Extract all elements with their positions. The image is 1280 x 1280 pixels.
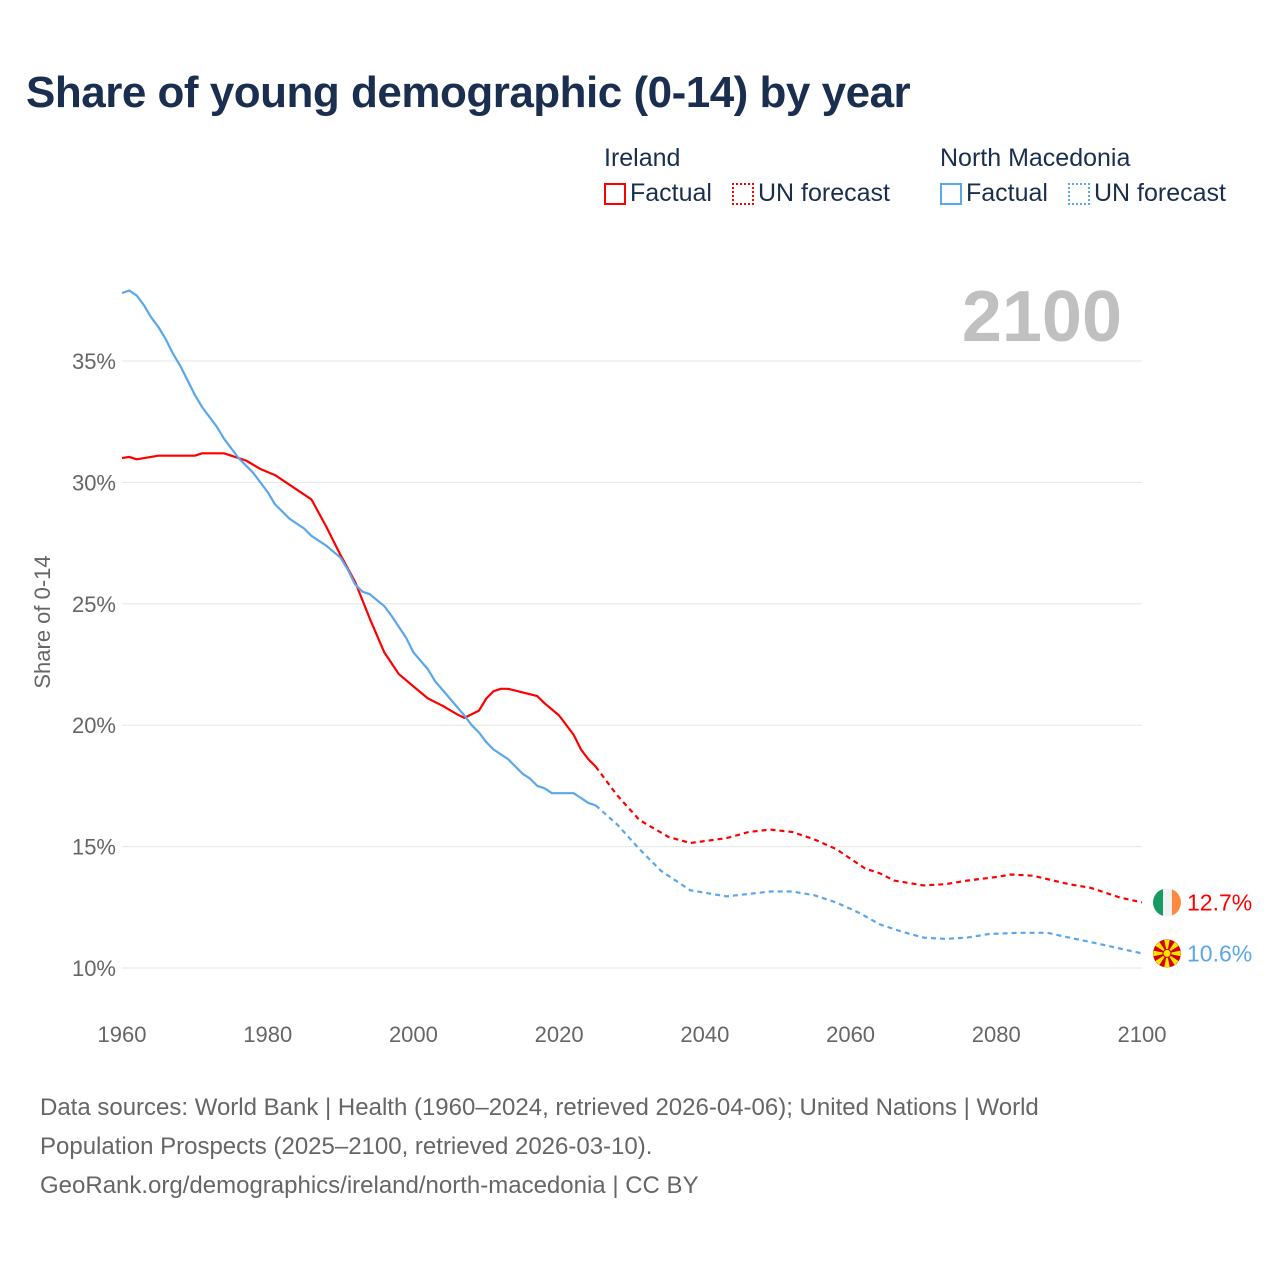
legend-country: Ireland	[604, 144, 681, 172]
y-axis-label: Share of 0-14	[30, 555, 55, 688]
x-tick-label: 2100	[1118, 1022, 1167, 1047]
legend-country: North Macedonia	[940, 144, 1131, 172]
y-tick-label: 25%	[72, 592, 116, 617]
end-marker-north-macedonia: 10.6%	[1153, 939, 1252, 968]
legend-item-mk-factual[interactable]: Factual	[940, 179, 1048, 208]
flag-sun	[1162, 948, 1172, 958]
legend-swatch-solid	[940, 182, 962, 205]
y-tick-label: 20%	[72, 713, 116, 738]
series-line-north-macedonia-un-forecast	[594, 804, 1143, 955]
y-tick-label: 30%	[72, 470, 116, 495]
legend-label: UN forecast	[1093, 179, 1226, 207]
legend-label: Factual	[630, 179, 712, 207]
x-tick-label: 2000	[389, 1022, 438, 1047]
footer: Data sources: World Bank | Health (1960–…	[40, 1088, 1039, 1205]
year-overlay: 2100	[962, 277, 1122, 357]
x-tick-label: 2080	[972, 1022, 1021, 1047]
series-line-north-macedonia-factual	[121, 289, 596, 807]
flag-ray	[1164, 939, 1170, 954]
legend-item-ireland-forecast[interactable]: UN forecast	[731, 179, 890, 208]
x-tick-label: 2040	[680, 1022, 729, 1047]
y-tick-label: 35%	[72, 349, 116, 374]
source-line: Data sources: World Bank | Health (1960–…	[40, 1094, 1039, 1121]
legend-swatch-dotted	[731, 182, 754, 205]
flag-stripe	[1163, 888, 1172, 917]
flag-stripe	[1153, 888, 1163, 917]
source-link[interactable]: GeoRank.org/demographics/ireland/north-m…	[40, 1172, 699, 1199]
end-marker-ireland: 12.7%	[1153, 888, 1252, 917]
north-macedonia-flag-icon	[1153, 939, 1181, 968]
flag-clip	[1153, 888, 1181, 917]
ireland-flag-icon	[1153, 888, 1181, 917]
end-value-label: 12.7%	[1187, 889, 1252, 915]
series-line-ireland-factual	[121, 452, 597, 768]
source-line: Population Prospects (2025–2100, retriev…	[40, 1133, 653, 1160]
legend-group-north-macedonia: North Macedonia Factual UN forecast	[940, 144, 1240, 208]
x-tick-label: 1980	[243, 1022, 292, 1047]
y-tick-label: 10%	[72, 956, 116, 981]
flag-stripe	[1172, 888, 1181, 917]
x-tick-label: 2060	[826, 1022, 875, 1047]
flag-ray	[1167, 950, 1181, 957]
legend-swatch-solid	[604, 182, 626, 205]
chart-title: Share of young demographic (0-14) by yea…	[26, 68, 911, 117]
legend-swatch-dotted	[1067, 182, 1090, 205]
legend-group-ireland: Ireland Factual UN forecast	[604, 144, 904, 208]
x-tick-label: 1960	[98, 1022, 147, 1047]
legend-label: Factual	[966, 179, 1048, 207]
flag-ray	[1153, 950, 1167, 957]
y-tick-label: 15%	[72, 835, 116, 860]
series-line-ireland-un-forecast	[594, 765, 1143, 904]
legend-label: UN forecast	[757, 179, 890, 207]
legend-item-ireland-factual[interactable]: Factual	[604, 179, 712, 208]
legend-item-mk-forecast[interactable]: UN forecast	[1067, 179, 1226, 208]
end-value-label: 10.6%	[1187, 940, 1252, 966]
x-tick-label: 2020	[535, 1022, 584, 1047]
flag-ray	[1164, 953, 1170, 968]
plot-area: 10% 15% 20% 25% 30% 35% 1960 1980 2000 2020 2040 20…	[30, 277, 1252, 1047]
